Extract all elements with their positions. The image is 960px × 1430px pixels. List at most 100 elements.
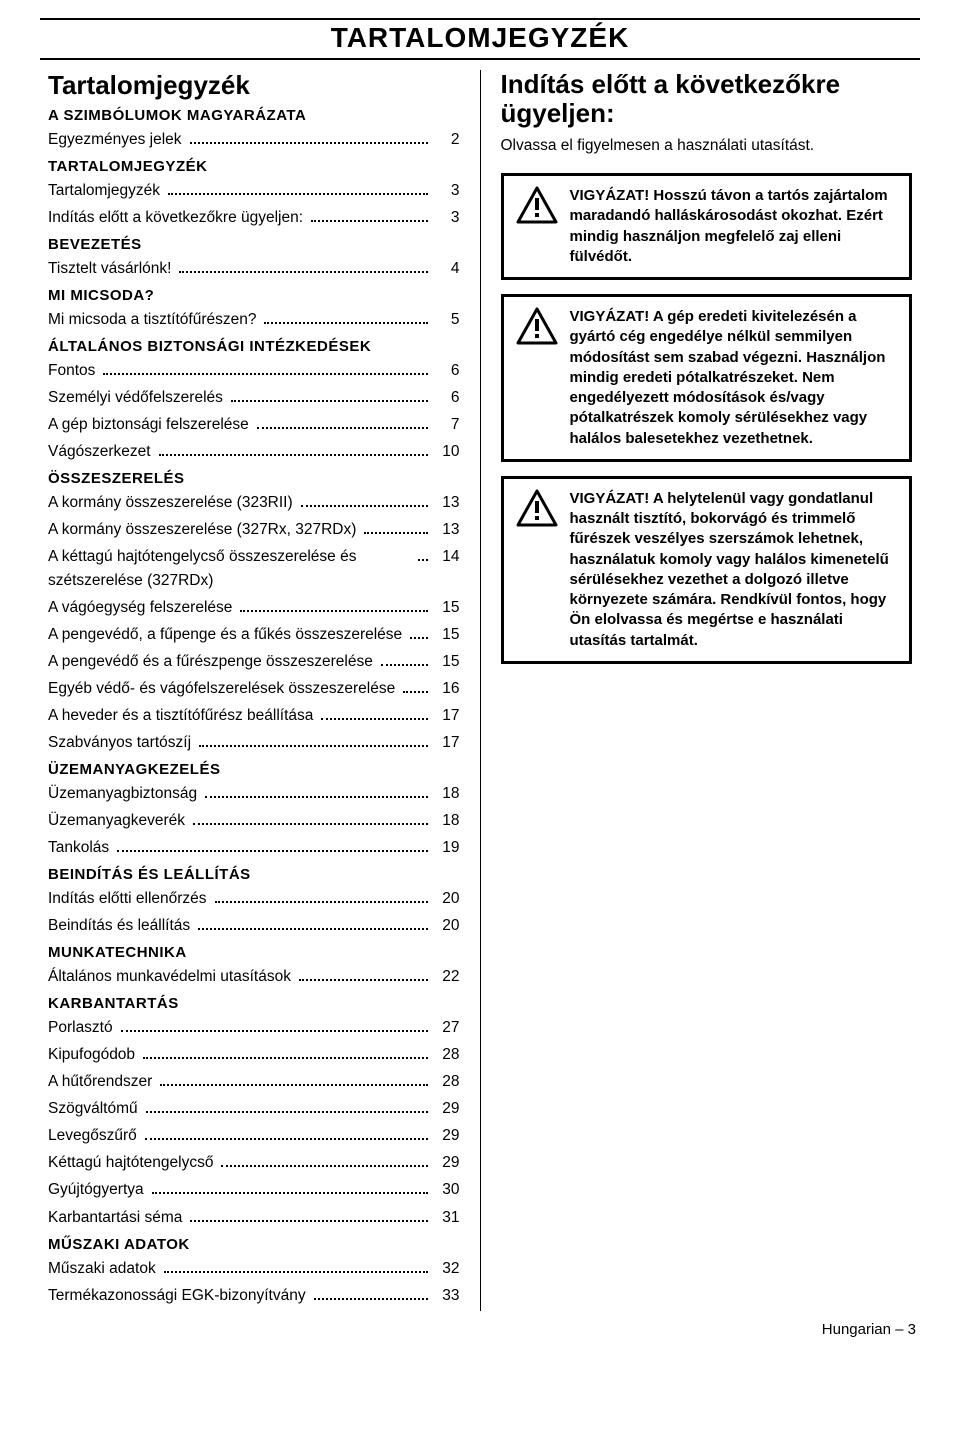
- toc-label: Mi micsoda a tisztítófűrészen?: [48, 308, 256, 332]
- toc-page: 2: [436, 128, 460, 152]
- toc-dots: [264, 309, 427, 324]
- toc-label: Üzemanyagbiztonság: [48, 782, 197, 806]
- toc-label: Egyéb védő- és vágófelszerelések összesz…: [48, 677, 395, 701]
- toc-label: A hűtőrendszer: [48, 1070, 152, 1094]
- page: TARTALOMJEGYZÉK Tartalomjegyzék A SZIMBÓ…: [0, 0, 960, 1350]
- toc-row: Műszaki adatok32: [48, 1257, 460, 1281]
- toc-dots: [143, 1045, 427, 1060]
- toc-page: 13: [436, 491, 460, 515]
- toc-section-header: BEINDÍTÁS ÉS LEÁLLÍTÁS: [48, 866, 460, 883]
- toc-label: Kipufogódob: [48, 1043, 135, 1067]
- toc-dots: [381, 652, 428, 667]
- toc-label: Üzemanyagkeverék: [48, 809, 185, 833]
- toc-row: Kipufogódob 28: [48, 1043, 460, 1067]
- toc-dots: [179, 258, 427, 273]
- toc-page: 29: [436, 1151, 460, 1175]
- toc-dots: [301, 492, 428, 507]
- toc-page: 20: [436, 887, 460, 911]
- toc-label: Szögváltómű: [48, 1097, 138, 1121]
- toc-dots: [146, 1099, 428, 1114]
- toc-section-header: MUNKATECHNIKA: [48, 944, 460, 961]
- toc-dots: [364, 519, 427, 534]
- left-column: Tartalomjegyzék A SZIMBÓLUMOK MAGYARÁZAT…: [40, 70, 481, 1311]
- toc-section-header: TARTALOMJEGYZÉK: [48, 158, 460, 175]
- toc-row: Levegőszűrő29: [48, 1124, 460, 1148]
- toc-label: A pengevédő és a fűrészpenge összeszerel…: [48, 650, 373, 674]
- toc-page: 18: [436, 809, 460, 833]
- toc-dots: [103, 360, 427, 375]
- toc-dots: [221, 1153, 427, 1168]
- warning-box: VIGYÁZAT! A helytelenül vagy gondatlanul…: [501, 476, 913, 664]
- toc-page: 22: [436, 965, 460, 989]
- toc-dots: [159, 441, 428, 456]
- toc-label: Termékazonossági EGK-bizonyítvány: [48, 1284, 306, 1308]
- toc-row: Fontos6: [48, 359, 460, 383]
- toc-page: 6: [436, 386, 460, 410]
- toc-label: Indítás előtti ellenőrzés: [48, 887, 207, 911]
- toc-page: 16: [436, 677, 460, 701]
- toc-page: 14: [436, 545, 460, 569]
- toc-row: Tartalomjegyzék3: [48, 179, 460, 203]
- toc-page: 15: [436, 596, 460, 620]
- page-footer: Hungarian – 3: [40, 1321, 920, 1338]
- toc-row: Mi micsoda a tisztítófűrészen?5: [48, 308, 460, 332]
- toc-label: Általános munkavédelmi utasítások: [48, 965, 291, 989]
- toc-dots: [231, 387, 428, 402]
- toc-heading: Tartalomjegyzék: [48, 70, 460, 101]
- toc-row: A kormány összeszerelése (327Rx, 327RDx)…: [48, 518, 460, 542]
- toc-label: Gyújtógyertya: [48, 1178, 144, 1202]
- toc-row: A vágóegység felszerelése15: [48, 596, 460, 620]
- toc-row: Szögváltómű29: [48, 1097, 460, 1121]
- toc-label: Kéttagú hajtótengelycső: [48, 1151, 213, 1175]
- toc-page: 28: [436, 1043, 460, 1067]
- toc-label: Levegőszűrő: [48, 1124, 137, 1148]
- toc-page: 6: [436, 359, 460, 383]
- toc-label: Tisztelt vásárlónk!: [48, 257, 171, 281]
- toc-row: Karbantartási séma31: [48, 1206, 460, 1230]
- toc-page: 27: [436, 1016, 460, 1040]
- toc-label: Karbantartási séma: [48, 1206, 182, 1230]
- toc-label: Vágószerkezet: [48, 440, 151, 464]
- toc-row: Egyezményes jelek 2: [48, 128, 460, 152]
- toc-row: A kéttagú hajtótengelycső összeszerelése…: [48, 545, 460, 593]
- warning-icon: [516, 307, 558, 345]
- toc-dots: [299, 967, 428, 982]
- toc-page: 32: [436, 1257, 460, 1281]
- toc-section-header: ÁLTALÁNOS BIZTONSÁGI INTÉZKEDÉSEK: [48, 338, 460, 355]
- toc-row: Üzemanyagbiztonság 18: [48, 782, 460, 806]
- page-title: TARTALOMJEGYZÉK: [40, 22, 920, 54]
- warning-box: VIGYÁZAT! A gép eredeti kivitelezésén a …: [501, 294, 913, 462]
- toc-page: 3: [436, 179, 460, 203]
- toc-label: A gép biztonsági felszerelése: [48, 413, 249, 437]
- toc-dots: [199, 733, 427, 748]
- toc-label: A pengevédő, a fűpenge és a fűkés összes…: [48, 623, 402, 647]
- toc-row: Általános munkavédelmi utasítások 22: [48, 965, 460, 989]
- toc-dots: [205, 784, 427, 799]
- toc-row: Kéttagú hajtótengelycső 29: [48, 1151, 460, 1175]
- toc-section-header: A SZIMBÓLUMOK MAGYARÁZATA: [48, 107, 460, 124]
- toc-row: Indítás előtti ellenőrzés 20: [48, 887, 460, 911]
- toc-row: Porlasztó27: [48, 1016, 460, 1040]
- toc-dots: [418, 546, 428, 561]
- toc-section-header: ÖSSZESZERELÉS: [48, 470, 460, 487]
- toc-dots: [240, 597, 427, 612]
- toc-dots: [403, 679, 427, 694]
- toc-dots: [215, 889, 428, 904]
- toc-label: Egyezményes jelek: [48, 128, 182, 152]
- toc-dots: [152, 1180, 428, 1195]
- toc-row: A heveder és a tisztítófűrész beállítása…: [48, 704, 460, 728]
- toc-row: Gyújtógyertya30: [48, 1178, 460, 1202]
- toc-page: 4: [436, 257, 460, 281]
- toc-label: A kormány összeszerelése (323RII): [48, 491, 293, 515]
- toc-dots: [190, 129, 428, 144]
- toc-page: 19: [436, 836, 460, 860]
- toc-page: 7: [436, 413, 460, 437]
- toc-row: A hűtőrendszer28: [48, 1070, 460, 1094]
- columns: Tartalomjegyzék A SZIMBÓLUMOK MAGYARÁZAT…: [40, 70, 920, 1311]
- toc-row: Termékazonossági EGK-bizonyítvány33: [48, 1284, 460, 1308]
- warning-icon: [516, 489, 558, 527]
- toc-dots: [193, 811, 428, 826]
- toc-page: 20: [436, 914, 460, 938]
- toc-page: 18: [436, 782, 460, 806]
- toc-section-header: ÜZEMANYAGKEZELÉS: [48, 761, 460, 778]
